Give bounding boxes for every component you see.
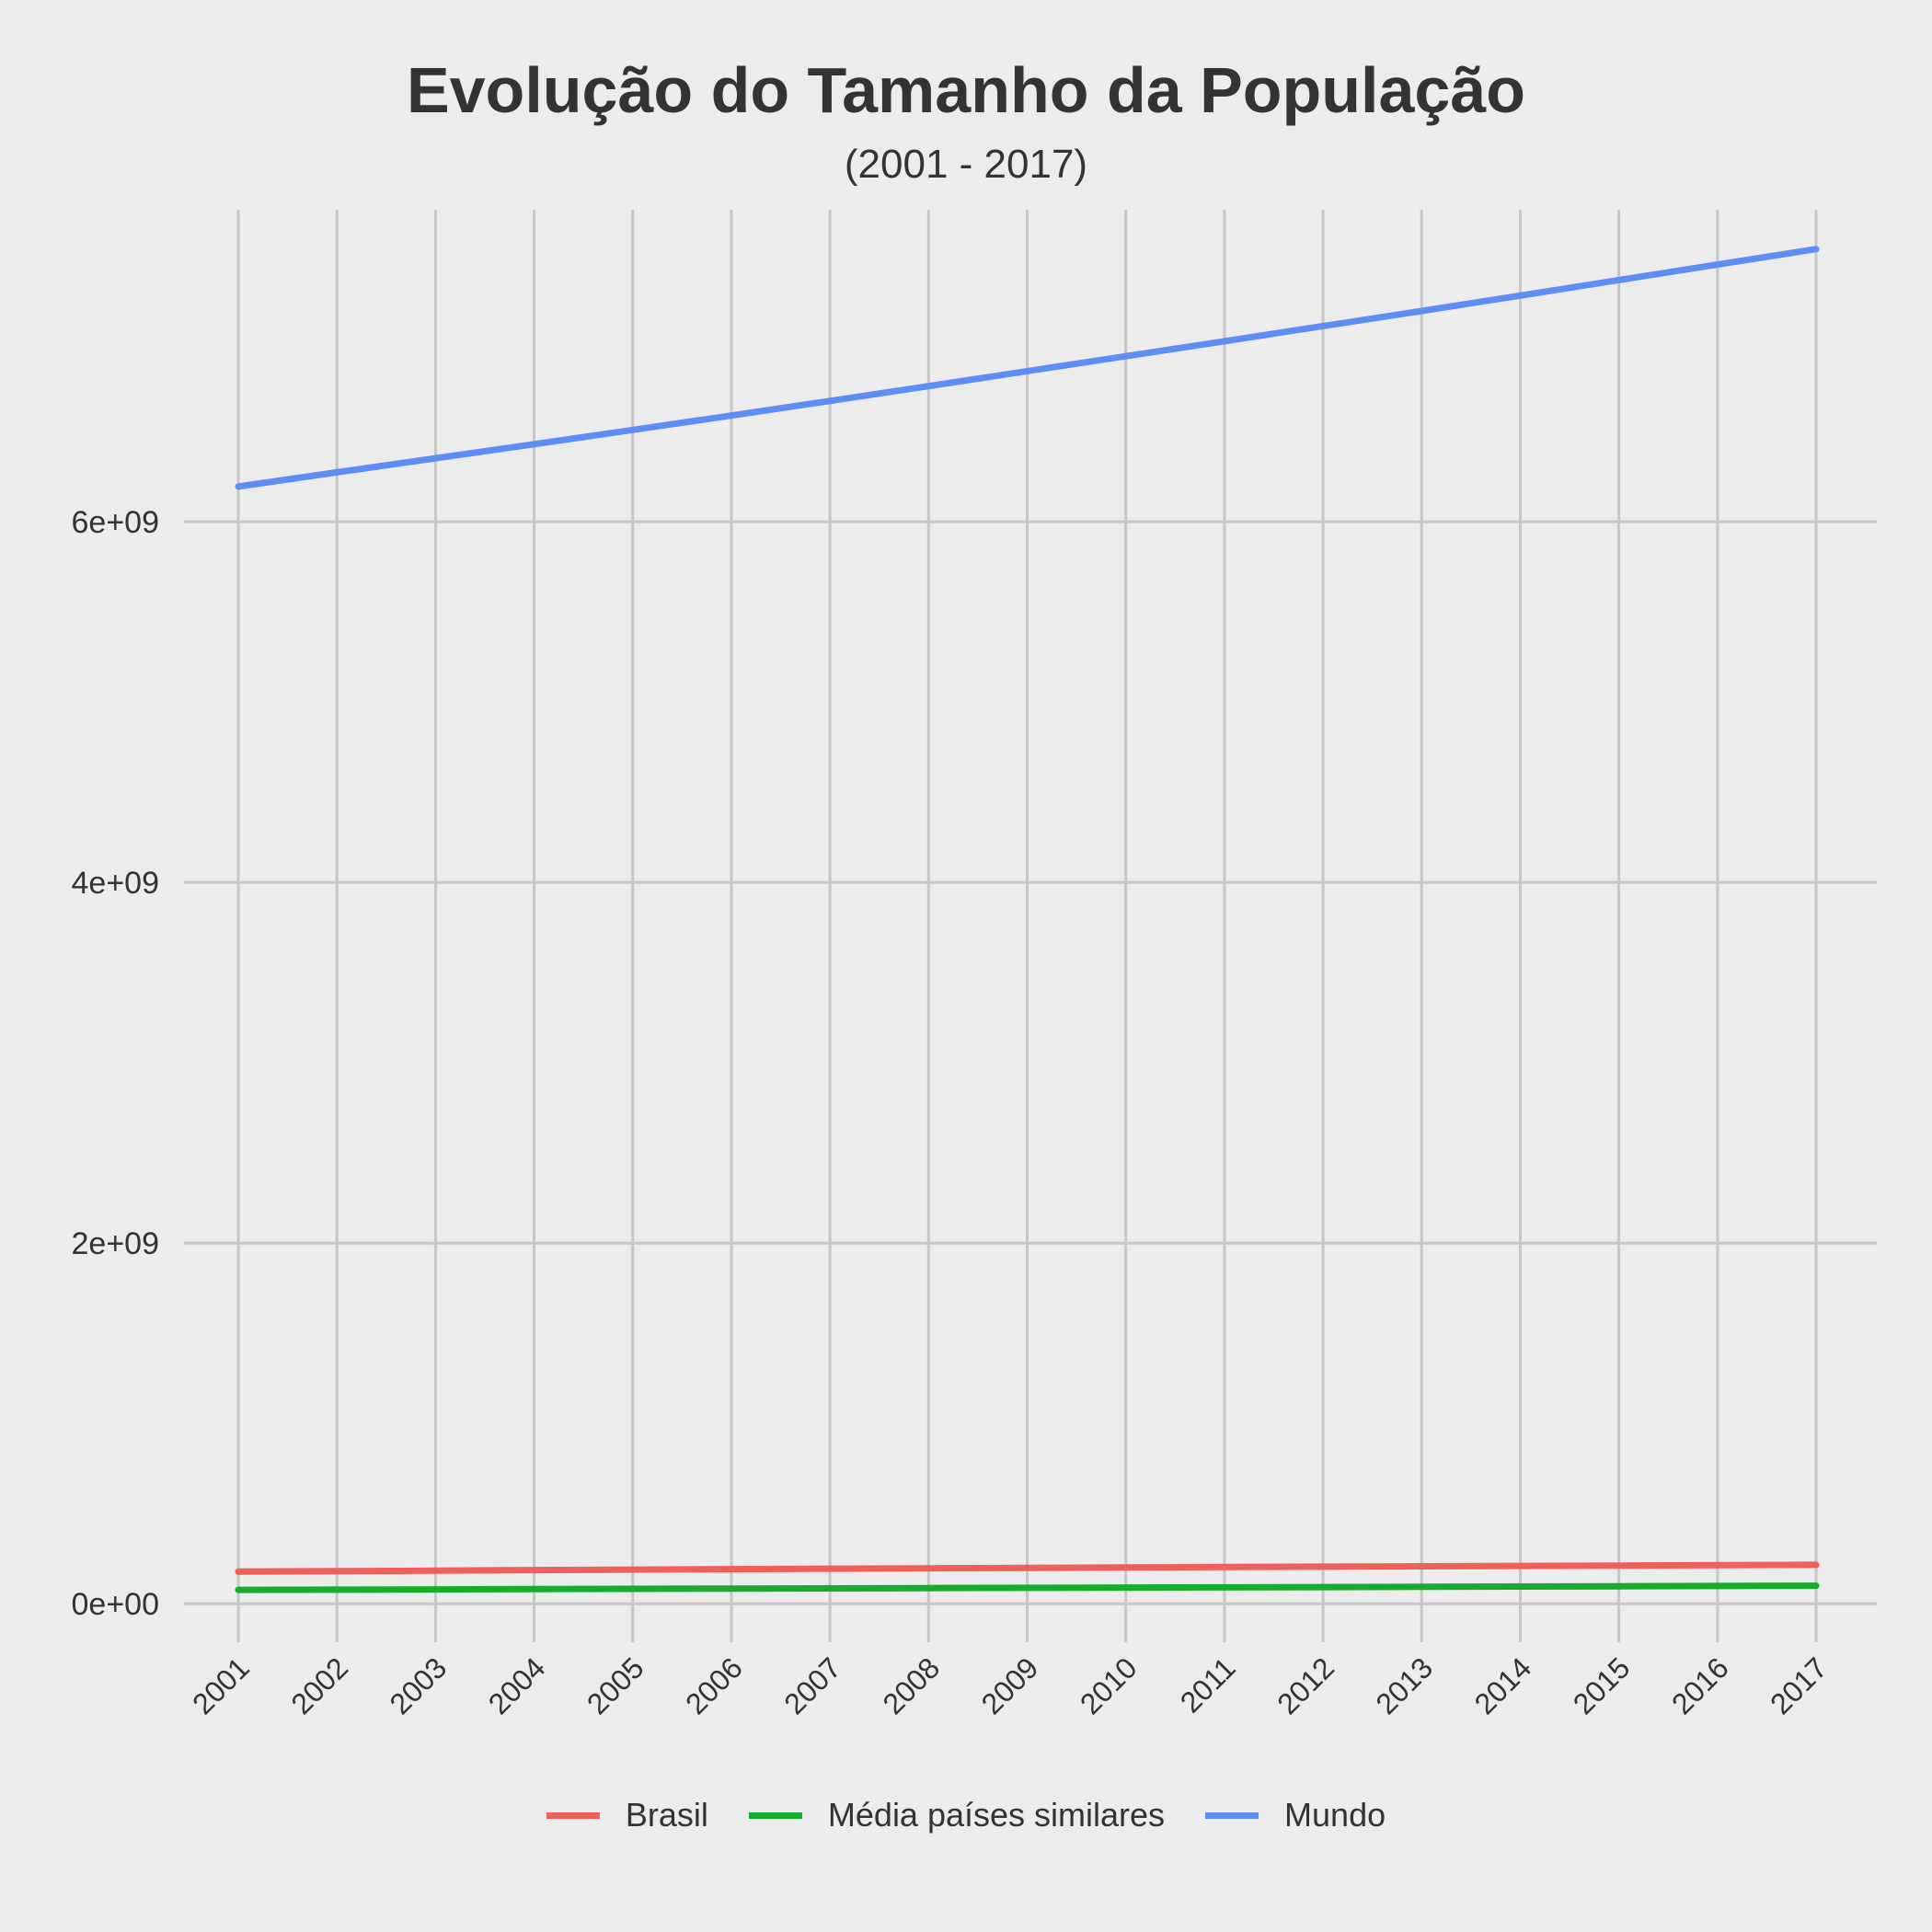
legend-label: Mundo [1284,1796,1386,1834]
x-tick-label: 2010 [1074,1650,1144,1720]
data-point [728,412,735,420]
x-tick-label: 2008 [876,1650,946,1720]
data-point [531,1567,538,1574]
data-point [1812,1561,1820,1569]
data-point [1516,1562,1524,1570]
x-tick-label: 2004 [482,1650,552,1720]
x-tick-label: 2001 [186,1650,256,1720]
y-tick-label: 6e+09 [72,505,160,540]
legend-item: Mundo [1205,1796,1386,1834]
data-point [1616,276,1623,283]
x-tick-label: 2015 [1567,1650,1637,1720]
gridlines [184,210,1877,1642]
data-point [826,1584,834,1592]
data-point [1319,1563,1327,1570]
x-tick-label: 2005 [581,1650,650,1720]
legend: Brasil Média países similares Mundo [0,1796,1932,1834]
legend-swatch [546,1811,600,1819]
series-lines [235,246,1820,1593]
data-point [531,1585,538,1593]
data-point [1812,1582,1820,1590]
data-point [235,1568,242,1575]
legend-label: Média países similares [827,1796,1166,1834]
data-point [431,1586,439,1593]
data-point [333,1568,340,1575]
data-point [1812,246,1820,253]
data-point [728,1566,735,1573]
data-point [531,441,538,448]
x-tick-label: 2009 [975,1650,1045,1720]
data-point [1024,1564,1030,1571]
y-tick-label: 2e+09 [72,1226,160,1261]
data-point [235,1586,242,1593]
data-point [1024,1584,1030,1592]
data-point [1616,1562,1623,1570]
data-point [629,426,637,433]
legend-label: Brasil [625,1796,708,1834]
data-point [1616,1582,1623,1590]
y-tick-label: 0e+00 [72,1587,160,1622]
data-point [1319,322,1327,329]
data-point [826,397,834,405]
data-point [1122,1564,1130,1571]
chart-title: Evolução do Tamanho da População [406,54,1526,126]
data-point [333,1586,340,1593]
data-point [629,1566,637,1573]
x-tick-label: 2016 [1665,1650,1735,1720]
legend-swatch [748,1811,802,1819]
data-point [1418,1563,1425,1570]
x-tick-label: 2011 [1174,1650,1242,1719]
x-tick-label: 2014 [1468,1650,1538,1720]
data-point [1122,1584,1130,1592]
data-point [1714,261,1721,269]
data-point [1714,1561,1721,1569]
x-tick-label: 2006 [679,1650,749,1720]
x-tick-label: 2013 [1369,1650,1439,1720]
data-point [1221,1583,1228,1591]
data-point [1319,1583,1327,1591]
x-tick-label: 2017 [1764,1650,1834,1720]
x-tick-label: 2012 [1271,1650,1340,1720]
data-point [826,1565,834,1572]
data-point [1418,1583,1425,1591]
data-point [1221,338,1228,345]
data-point [1516,292,1524,299]
data-point [925,1565,932,1572]
data-point [728,1585,735,1593]
x-tick-label: 2003 [384,1650,454,1720]
data-point [431,454,439,462]
data-point [925,383,932,390]
y-tick-label: 4e+09 [72,866,160,901]
legend-item: Média países similares [748,1796,1166,1834]
chart-subtitle: (2001 - 2017) [844,142,1088,187]
data-point [1024,367,1030,374]
x-tick-label: 2007 [777,1650,847,1720]
data-point [1714,1582,1721,1590]
legend-swatch [1205,1811,1259,1819]
data-point [1516,1583,1524,1591]
x-tick-label: 2002 [284,1650,354,1720]
legend-item: Brasil [546,1796,708,1834]
data-point [333,468,340,476]
data-point [629,1585,637,1593]
data-point [1122,352,1130,360]
data-point [1418,307,1425,315]
data-point [235,483,242,490]
data-point [1221,1563,1228,1570]
data-point [431,1567,439,1574]
data-point [925,1584,932,1592]
